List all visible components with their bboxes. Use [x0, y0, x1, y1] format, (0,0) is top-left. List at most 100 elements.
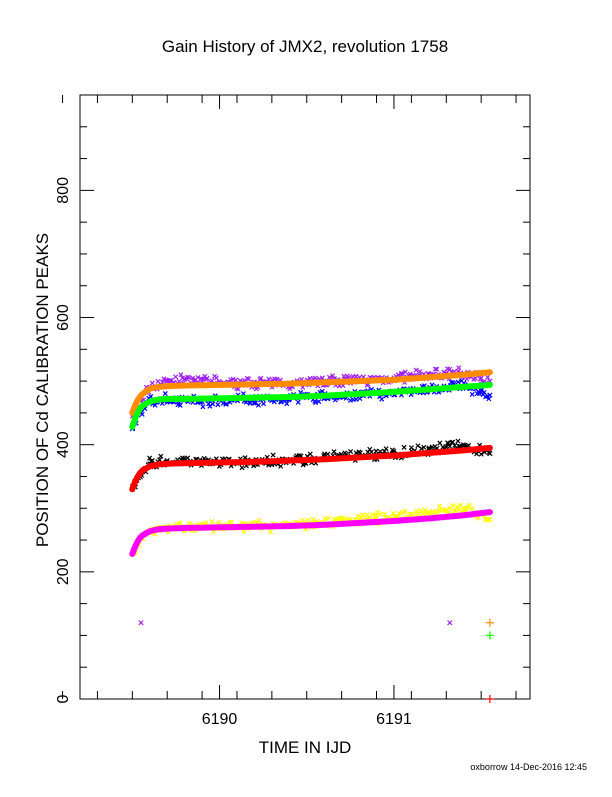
data-point [409, 511, 415, 517]
y-axis: 0 200 400 600 800 [55, 126, 530, 703]
data-point [162, 391, 168, 397]
data-point [360, 512, 366, 518]
data-point [239, 465, 245, 471]
data-point [457, 502, 464, 508]
data-point [337, 515, 343, 521]
data-point [215, 402, 221, 408]
y-axis-label: POSITION OF Cd CALIBRATION PEAKS [33, 233, 52, 547]
x-tick-label: 6191 [376, 711, 412, 728]
data-point [213, 375, 219, 381]
data-point [445, 366, 451, 372]
data-point [148, 393, 154, 400]
data-point [382, 511, 388, 517]
fit-curve [129, 444, 493, 493]
data-point [486, 396, 492, 402]
data-point [456, 507, 462, 513]
data-point [142, 406, 148, 412]
data-point [300, 517, 306, 523]
data-point [316, 399, 322, 405]
data-point [391, 448, 397, 454]
data-point [185, 455, 191, 461]
data-point [452, 442, 458, 448]
data-point [379, 396, 385, 402]
x-tick-label: 6190 [202, 711, 238, 728]
data-point [305, 518, 311, 524]
cross-marker [447, 620, 453, 626]
series-11 [485, 695, 494, 703]
data-point [367, 446, 373, 452]
data-point [284, 401, 290, 407]
y-tick-label: 0 [55, 694, 72, 703]
data-point [432, 366, 438, 372]
series-6 [129, 444, 493, 493]
data-point [426, 445, 432, 451]
data-point [358, 515, 364, 521]
data-point [485, 374, 491, 380]
y-tick-label: 600 [55, 304, 72, 331]
data-point [434, 510, 440, 516]
data-point [370, 512, 376, 518]
data-point [420, 511, 426, 517]
data-point [477, 376, 483, 382]
data-point [475, 515, 481, 521]
data-point [466, 442, 472, 448]
data-point [295, 399, 301, 405]
data-point [319, 375, 325, 381]
data-point [485, 393, 491, 399]
data-point [454, 504, 460, 510]
cross-marker [138, 620, 144, 626]
data-point [460, 442, 466, 448]
series-4 [129, 369, 493, 416]
data-point [421, 444, 427, 450]
chart-title: Gain History of JMX2, revolution 1758 [162, 37, 448, 56]
data-point [413, 509, 419, 515]
data-point [325, 451, 331, 457]
x-axis-label: TIME IN IJD [259, 738, 352, 757]
data-point [147, 455, 153, 461]
data-point [149, 380, 155, 386]
data-point [401, 444, 407, 450]
data-point [450, 439, 456, 445]
series-8 [138, 620, 453, 626]
data-point [209, 519, 215, 525]
data-point [400, 371, 406, 377]
data-point [241, 528, 247, 534]
data-point [155, 378, 161, 384]
data-point [175, 402, 181, 408]
data-point [247, 400, 253, 406]
data-point [246, 376, 252, 382]
data-point [476, 391, 483, 397]
series-layer [129, 365, 494, 703]
data-point [270, 452, 276, 458]
data-point [233, 377, 239, 383]
data-point [266, 376, 272, 382]
data-point [457, 443, 463, 449]
data-point [447, 443, 453, 449]
data-point [466, 502, 473, 508]
data-point [373, 512, 379, 519]
data-point [456, 443, 462, 449]
data-point [407, 511, 413, 517]
data-point [373, 448, 379, 454]
x-axis: 6190 6191 [62, 95, 517, 728]
data-point [330, 373, 336, 379]
data-point [310, 516, 316, 523]
data-point [158, 453, 164, 459]
data-point [325, 515, 331, 521]
data-point [422, 507, 428, 513]
data-point [168, 377, 174, 384]
data-point [476, 389, 482, 395]
data-point [152, 531, 158, 537]
data-point [431, 509, 437, 515]
data-point [178, 372, 184, 378]
data-point [185, 374, 191, 380]
data-point [267, 529, 273, 535]
data-point [139, 411, 145, 417]
data-point [455, 379, 461, 385]
data-point [448, 379, 454, 385]
data-point [190, 375, 196, 381]
data-point [252, 400, 258, 406]
data-point [402, 369, 408, 375]
data-point [339, 515, 345, 521]
data-point [368, 449, 374, 455]
